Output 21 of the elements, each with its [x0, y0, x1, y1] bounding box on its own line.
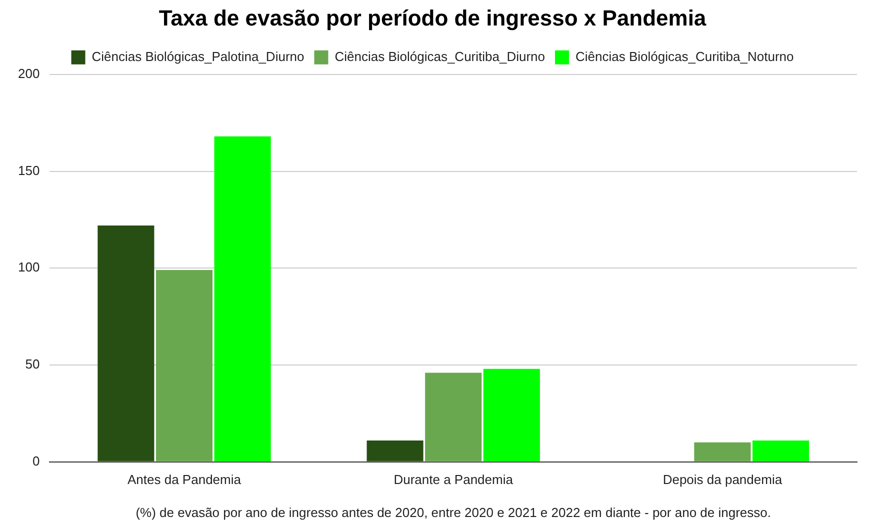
y-tick-label: 100 [18, 260, 40, 275]
x-tick-label: Antes da Pandemia [128, 472, 242, 488]
legend-label: Ciências Biológicas_Curitiba_Noturno [576, 48, 794, 64]
y-tick-label: 200 [18, 66, 40, 81]
bar [694, 442, 751, 462]
bar [214, 136, 271, 462]
x-tick-label: Depois da pandemia [662, 472, 783, 488]
y-tick-label: 50 [25, 356, 40, 372]
y-tick-label: 150 [18, 162, 40, 178]
bar [752, 440, 810, 462]
legend-label: Ciências Biológicas_Curitiba_Diurno [334, 48, 546, 64]
x-tick-label: Durante a Pandemia [394, 472, 514, 488]
x-axis-title: (%) de evasão por ano de ingresso antes de 2020, entre 2020 e 2021 e 2022 em diante - por ano de ingresso. [136, 504, 771, 520]
chart-title: Taxa de evasão por período de ingresso x Pandemia [158, 5, 707, 30]
bar [98, 225, 154, 462]
bar [156, 270, 213, 462]
bar [425, 372, 482, 462]
y-tick-label: 0 [32, 453, 40, 468]
bar [483, 368, 540, 462]
bar [366, 440, 424, 462]
legend-label: Ciências Biológicas_Palotina_Diurno [92, 48, 304, 64]
